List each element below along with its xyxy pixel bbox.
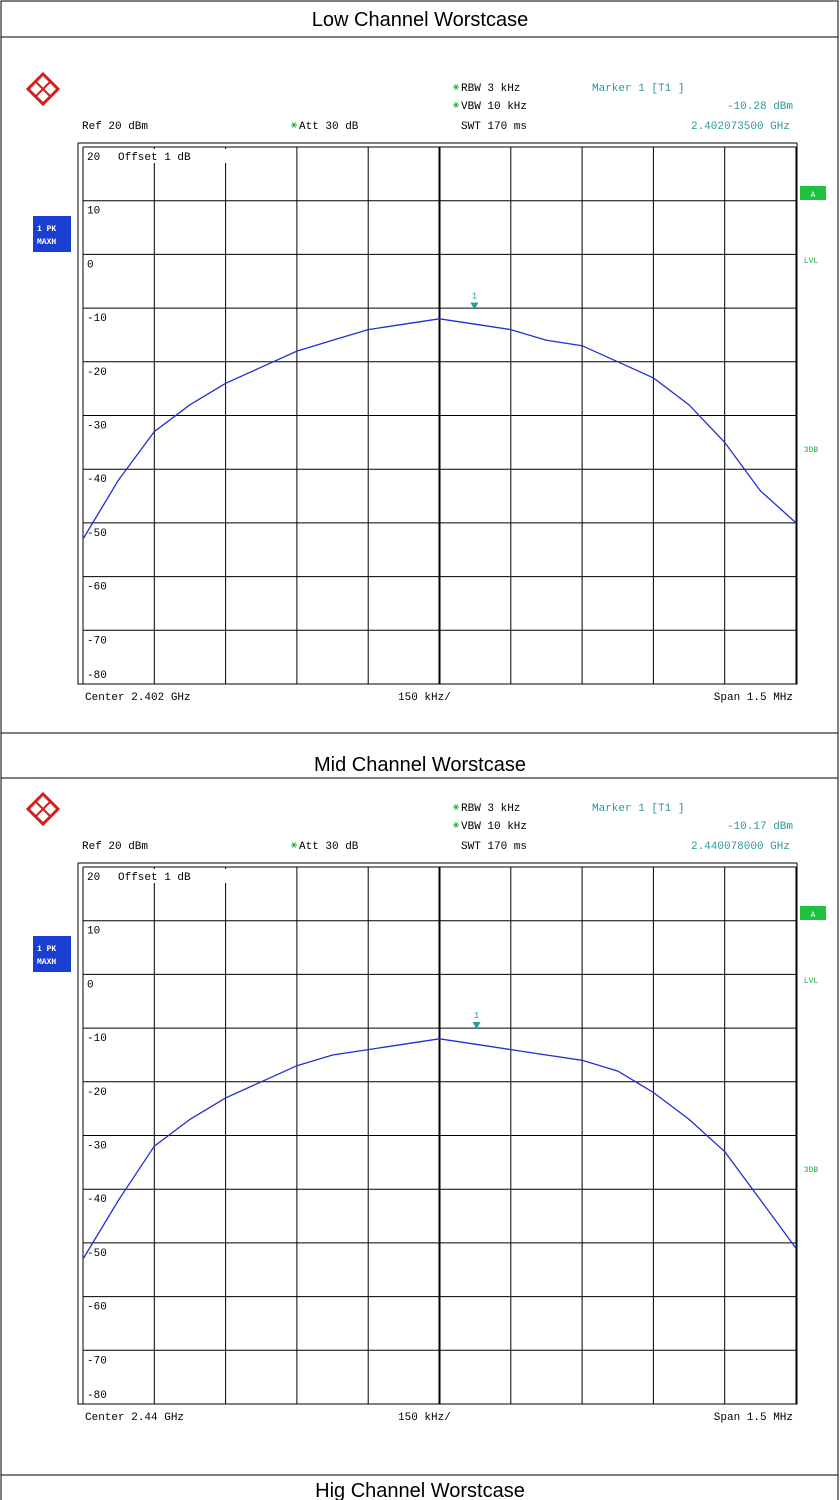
y-tick-label: -80 — [87, 670, 107, 682]
y-tick-label: -10 — [87, 313, 107, 325]
trace — [82, 1038, 797, 1260]
y-tick-label: -50 — [87, 528, 107, 540]
y-tick-label: 20 — [87, 872, 100, 884]
y-tick-label: -20 — [87, 367, 107, 379]
side-label: A — [811, 191, 816, 200]
y-tick-label: 0 — [87, 979, 94, 991]
vbw: VBW 10 kHz — [461, 101, 527, 113]
side-box — [800, 186, 826, 200]
y-tick-label: 0 — [87, 259, 94, 271]
side-label: 3DB — [804, 1166, 819, 1175]
asterisk — [292, 842, 296, 848]
offset: Offset 1 dB — [118, 152, 191, 164]
rbw: RBW 3 kHz — [461, 803, 520, 815]
asterisk — [454, 102, 458, 108]
y-tick-label: -40 — [87, 474, 107, 486]
side-label: A — [811, 911, 816, 920]
span: Span 1.5 MHz — [714, 692, 793, 704]
y-tick-label: -70 — [87, 635, 107, 647]
y-tick-label: -60 — [87, 582, 107, 594]
marker-level: -10.28 dBm — [727, 101, 793, 113]
offset-bg — [116, 149, 244, 163]
logo — [35, 801, 51, 817]
y-tick-label: -70 — [87, 1355, 107, 1367]
section-title: Hig Channel Worstcase — [315, 1480, 525, 1500]
marker-level: -10.17 dBm — [727, 821, 793, 833]
plot-frame — [77, 862, 798, 1405]
vbw: VBW 10 kHz — [461, 821, 527, 833]
asterisk — [454, 804, 458, 810]
trace-label: MAXH — [37, 958, 56, 967]
y-tick-label: 10 — [87, 206, 100, 218]
y-tick-label: 10 — [87, 926, 100, 938]
per-division: 150 kHz/ — [398, 692, 451, 704]
trace-label-box — [33, 936, 71, 972]
swt: SWT 170 ms — [461, 121, 527, 133]
trace-label: 1 PK — [37, 945, 56, 954]
marker-title: Marker 1 [T1 ] — [592, 803, 684, 815]
span: Span 1.5 MHz — [714, 1412, 793, 1424]
logo — [25, 791, 61, 827]
marker — [472, 1022, 481, 1030]
trace-label: 1 PK — [37, 225, 56, 234]
marker-label: 1 — [474, 1011, 479, 1021]
rbw: RBW 3 kHz — [461, 83, 520, 95]
y-tick-label: -80 — [87, 1390, 107, 1402]
swt: SWT 170 ms — [461, 841, 527, 853]
y-tick-label: -60 — [87, 1302, 107, 1314]
ref: Ref 20 dBm — [82, 121, 148, 133]
marker-frequency: 2.440078000 GHz — [691, 841, 790, 853]
y-tick-label: 20 — [87, 152, 100, 164]
side-box — [800, 906, 826, 920]
marker-label: 1 — [472, 292, 477, 302]
att: Att 30 dB — [299, 121, 359, 133]
trace — [82, 318, 797, 540]
logo — [25, 71, 61, 107]
y-tick-label: -10 — [87, 1033, 107, 1045]
ref: Ref 20 dBm — [82, 841, 148, 853]
att: Att 30 dB — [299, 841, 359, 853]
y-tick-label: -30 — [87, 1141, 107, 1153]
asterisk — [292, 122, 296, 128]
center: Center 2.44 GHz — [85, 1412, 184, 1424]
section-title: Low Channel Worstcase — [312, 9, 528, 31]
plot-frame — [77, 142, 798, 685]
asterisk — [454, 84, 458, 90]
side-label: LVL — [804, 977, 819, 986]
marker — [470, 302, 479, 310]
y-tick-label: -40 — [87, 1194, 107, 1206]
trace-label-box — [33, 216, 71, 252]
per-division: 150 kHz/ — [398, 1412, 451, 1424]
offset-bg — [116, 869, 244, 883]
y-tick-label: -30 — [87, 421, 107, 433]
y-tick-label: -50 — [87, 1248, 107, 1260]
side-label: LVL — [804, 257, 819, 266]
marker-title: Marker 1 [T1 ] — [592, 83, 684, 95]
side-label: 3DB — [804, 446, 819, 455]
asterisk — [454, 822, 458, 828]
section-title: Mid Channel Worstcase — [314, 754, 526, 776]
trace-label: MAXH — [37, 238, 56, 247]
y-tick-label: -20 — [87, 1087, 107, 1099]
offset: Offset 1 dB — [118, 872, 191, 884]
center: Center 2.402 GHz — [85, 692, 191, 704]
marker-frequency: 2.402073500 GHz — [691, 121, 790, 133]
logo — [35, 81, 51, 97]
